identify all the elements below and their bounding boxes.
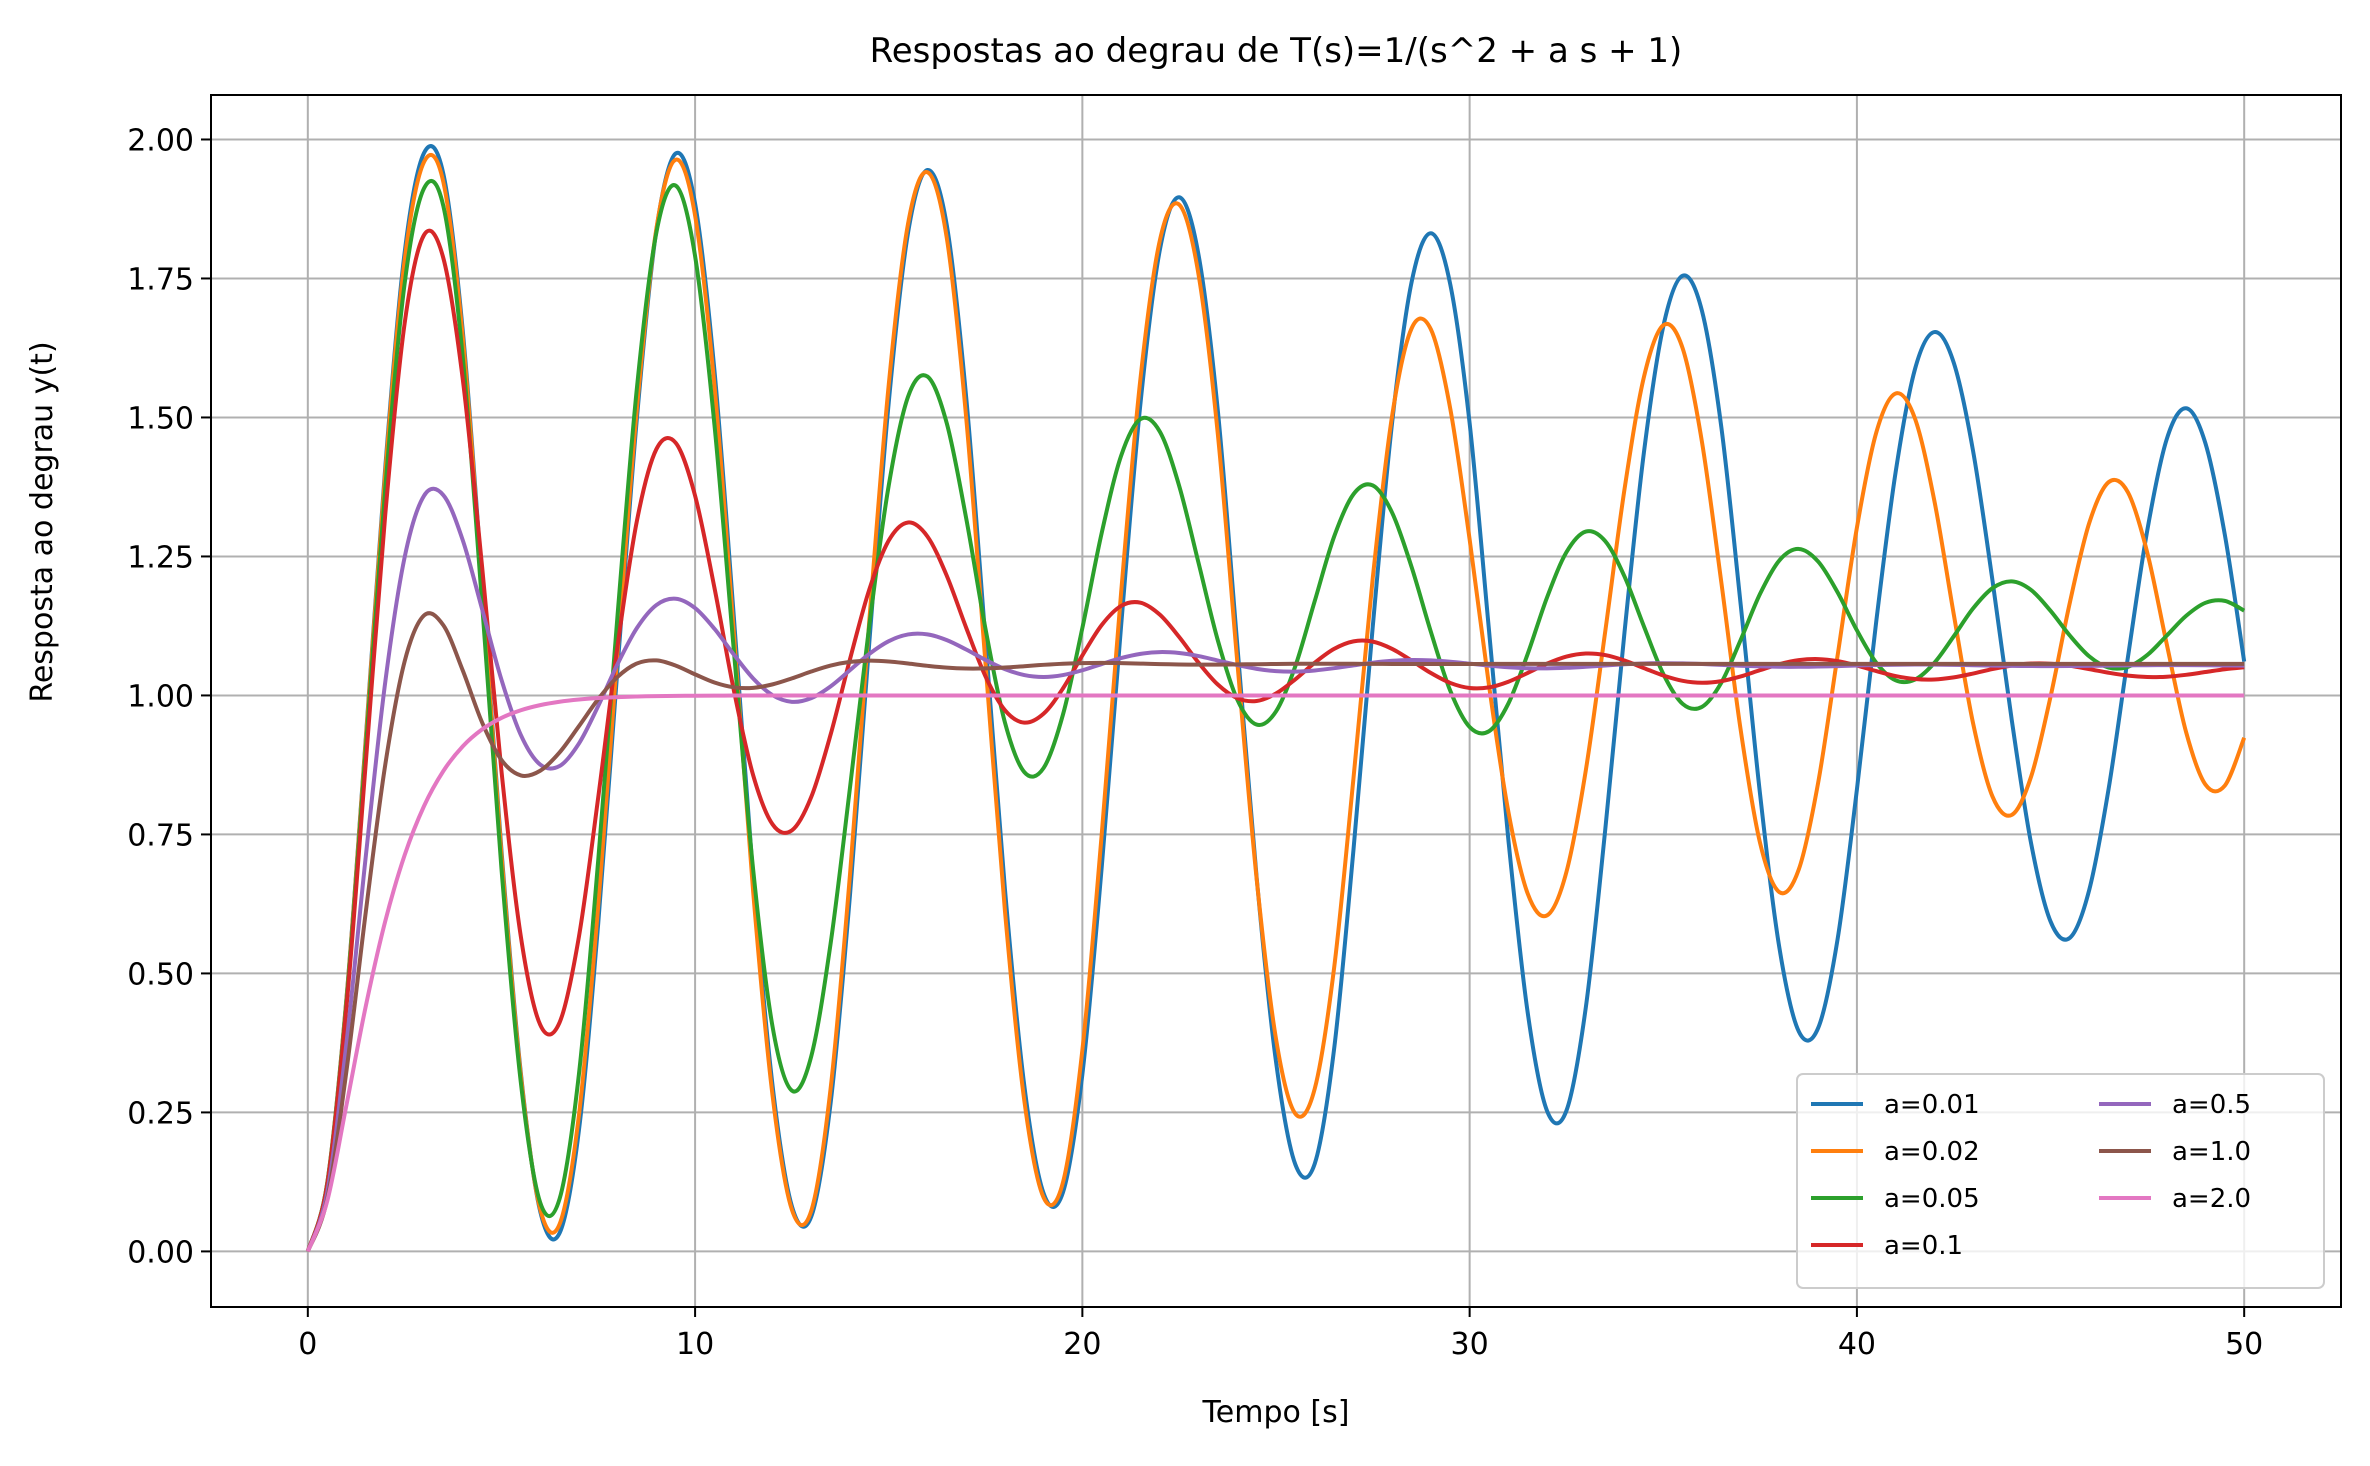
x-axis-label: Tempo [s] [1202, 1395, 1350, 1430]
legend-entry-label: a=2.0 [2172, 1184, 2251, 1214]
y-tick-label: 0.75 [127, 818, 194, 853]
series-lines [305, 144, 2247, 1253]
legend-entry-label: a=0.1 [1884, 1231, 1963, 1261]
x-tick-label: 10 [676, 1327, 714, 1362]
y-tick-label: 0.25 [127, 1096, 194, 1131]
x-tick-label: 50 [2225, 1327, 2263, 1362]
y-tick-label: 0.00 [127, 1235, 194, 1270]
axis-ticks: 0 10 20 30 40 50 0.00 0.25 0.50 0.75 1.00 1.25 1.50 1… [127, 123, 2263, 1362]
y-tick-label: 1.50 [127, 401, 194, 436]
legend-entry-label: a=0.01 [1884, 1090, 1980, 1120]
chart-title: Respostas ao degrau de T(s)=1/(s^2 + a s… [870, 31, 1683, 71]
y-tick-label: 2.00 [127, 123, 194, 158]
series-line-1 [305, 152, 2247, 1252]
y-axis-label: Resposta ao degrau y(t) [25, 341, 60, 702]
y-tick-label: 1.25 [127, 540, 194, 575]
series-line-6 [305, 693, 2245, 1253]
y-tick-label: 1.75 [127, 262, 194, 297]
legend-box [1796, 1073, 2325, 1289]
legend: a=0.01 a=0.02 a=0.05 a=0.1 a=0.5 a=1.0 a=2.0 [1796, 1073, 2325, 1289]
x-tick-label: 20 [1063, 1327, 1101, 1362]
x-tick-label: 30 [1451, 1327, 1489, 1362]
legend-entry-label: a=0.02 [1884, 1137, 1980, 1167]
plot-area-frame [210, 94, 2342, 1308]
y-tick-label: 1.00 [127, 679, 194, 714]
y-tick-label: 0.50 [127, 957, 194, 992]
legend-entry-label: a=1.0 [2172, 1137, 2251, 1167]
series-line-2 [305, 178, 2246, 1253]
x-tick-label: 0 [298, 1327, 317, 1362]
series-line-5 [305, 611, 2245, 1253]
legend-entry-label: a=0.05 [1884, 1184, 1980, 1214]
legend-entry-label: a=0.5 [2172, 1090, 2251, 1120]
x-tick-label: 40 [1838, 1327, 1876, 1362]
